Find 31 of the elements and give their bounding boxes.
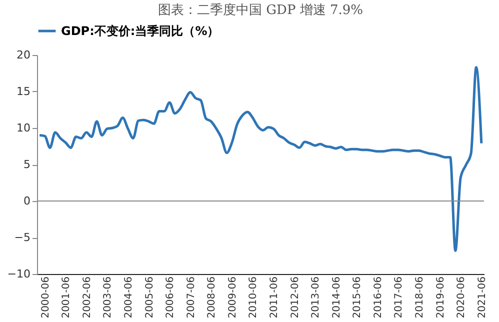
x-tick-label: 2001-06 bbox=[61, 276, 72, 318]
x-tick-label: 2003-06 bbox=[102, 276, 114, 318]
x-tick-label: 2012-06 bbox=[290, 276, 301, 318]
x-tick-label: 2018-06 bbox=[414, 276, 426, 318]
x-tick-label: 2009-06 bbox=[227, 276, 238, 318]
x-tick-label: 2000-06 bbox=[40, 276, 52, 318]
x-tick-label: 2021-06 bbox=[476, 276, 488, 318]
x-tick-label: 2006-06 bbox=[165, 276, 176, 318]
x-tick-label: 2014-06 bbox=[331, 276, 342, 318]
x-tick-label: 2019-06 bbox=[435, 276, 446, 318]
legend-label: GDP:不变价:当季同比（%） bbox=[61, 24, 220, 38]
chart-title: 图表：二季度中国 GDP 增速 7.9% bbox=[158, 2, 363, 18]
x-tick-label: 2013-06 bbox=[310, 276, 322, 318]
x-tick-label: 2020-06 bbox=[456, 276, 468, 318]
y-tick-label: 5 bbox=[24, 158, 30, 171]
y-tick-label: −10 bbox=[7, 268, 30, 280]
x-tick-label: 2015-06 bbox=[352, 276, 364, 318]
y-tick-label: −5 bbox=[14, 231, 30, 244]
y-tick-label: 10 bbox=[16, 122, 30, 134]
y-tick-label: 15 bbox=[16, 85, 30, 98]
x-tick-label: 2008-06 bbox=[206, 276, 218, 318]
x-tick-label: 2017-06 bbox=[394, 276, 405, 318]
y-tick-label: 0 bbox=[24, 194, 30, 208]
x-tick-label: 2016-06 bbox=[372, 276, 384, 318]
x-tick-label: 2010-06 bbox=[248, 276, 260, 318]
x-tick-label: 2007-06 bbox=[186, 276, 197, 318]
x-tick-label: 2004-06 bbox=[123, 276, 134, 318]
x-tick-label: 2011-06 bbox=[268, 276, 280, 318]
x-tick-label: 2005-06 bbox=[144, 276, 156, 318]
y-tick-label: 20 bbox=[16, 48, 30, 62]
x-tick-label: 2002-06 bbox=[82, 276, 93, 318]
